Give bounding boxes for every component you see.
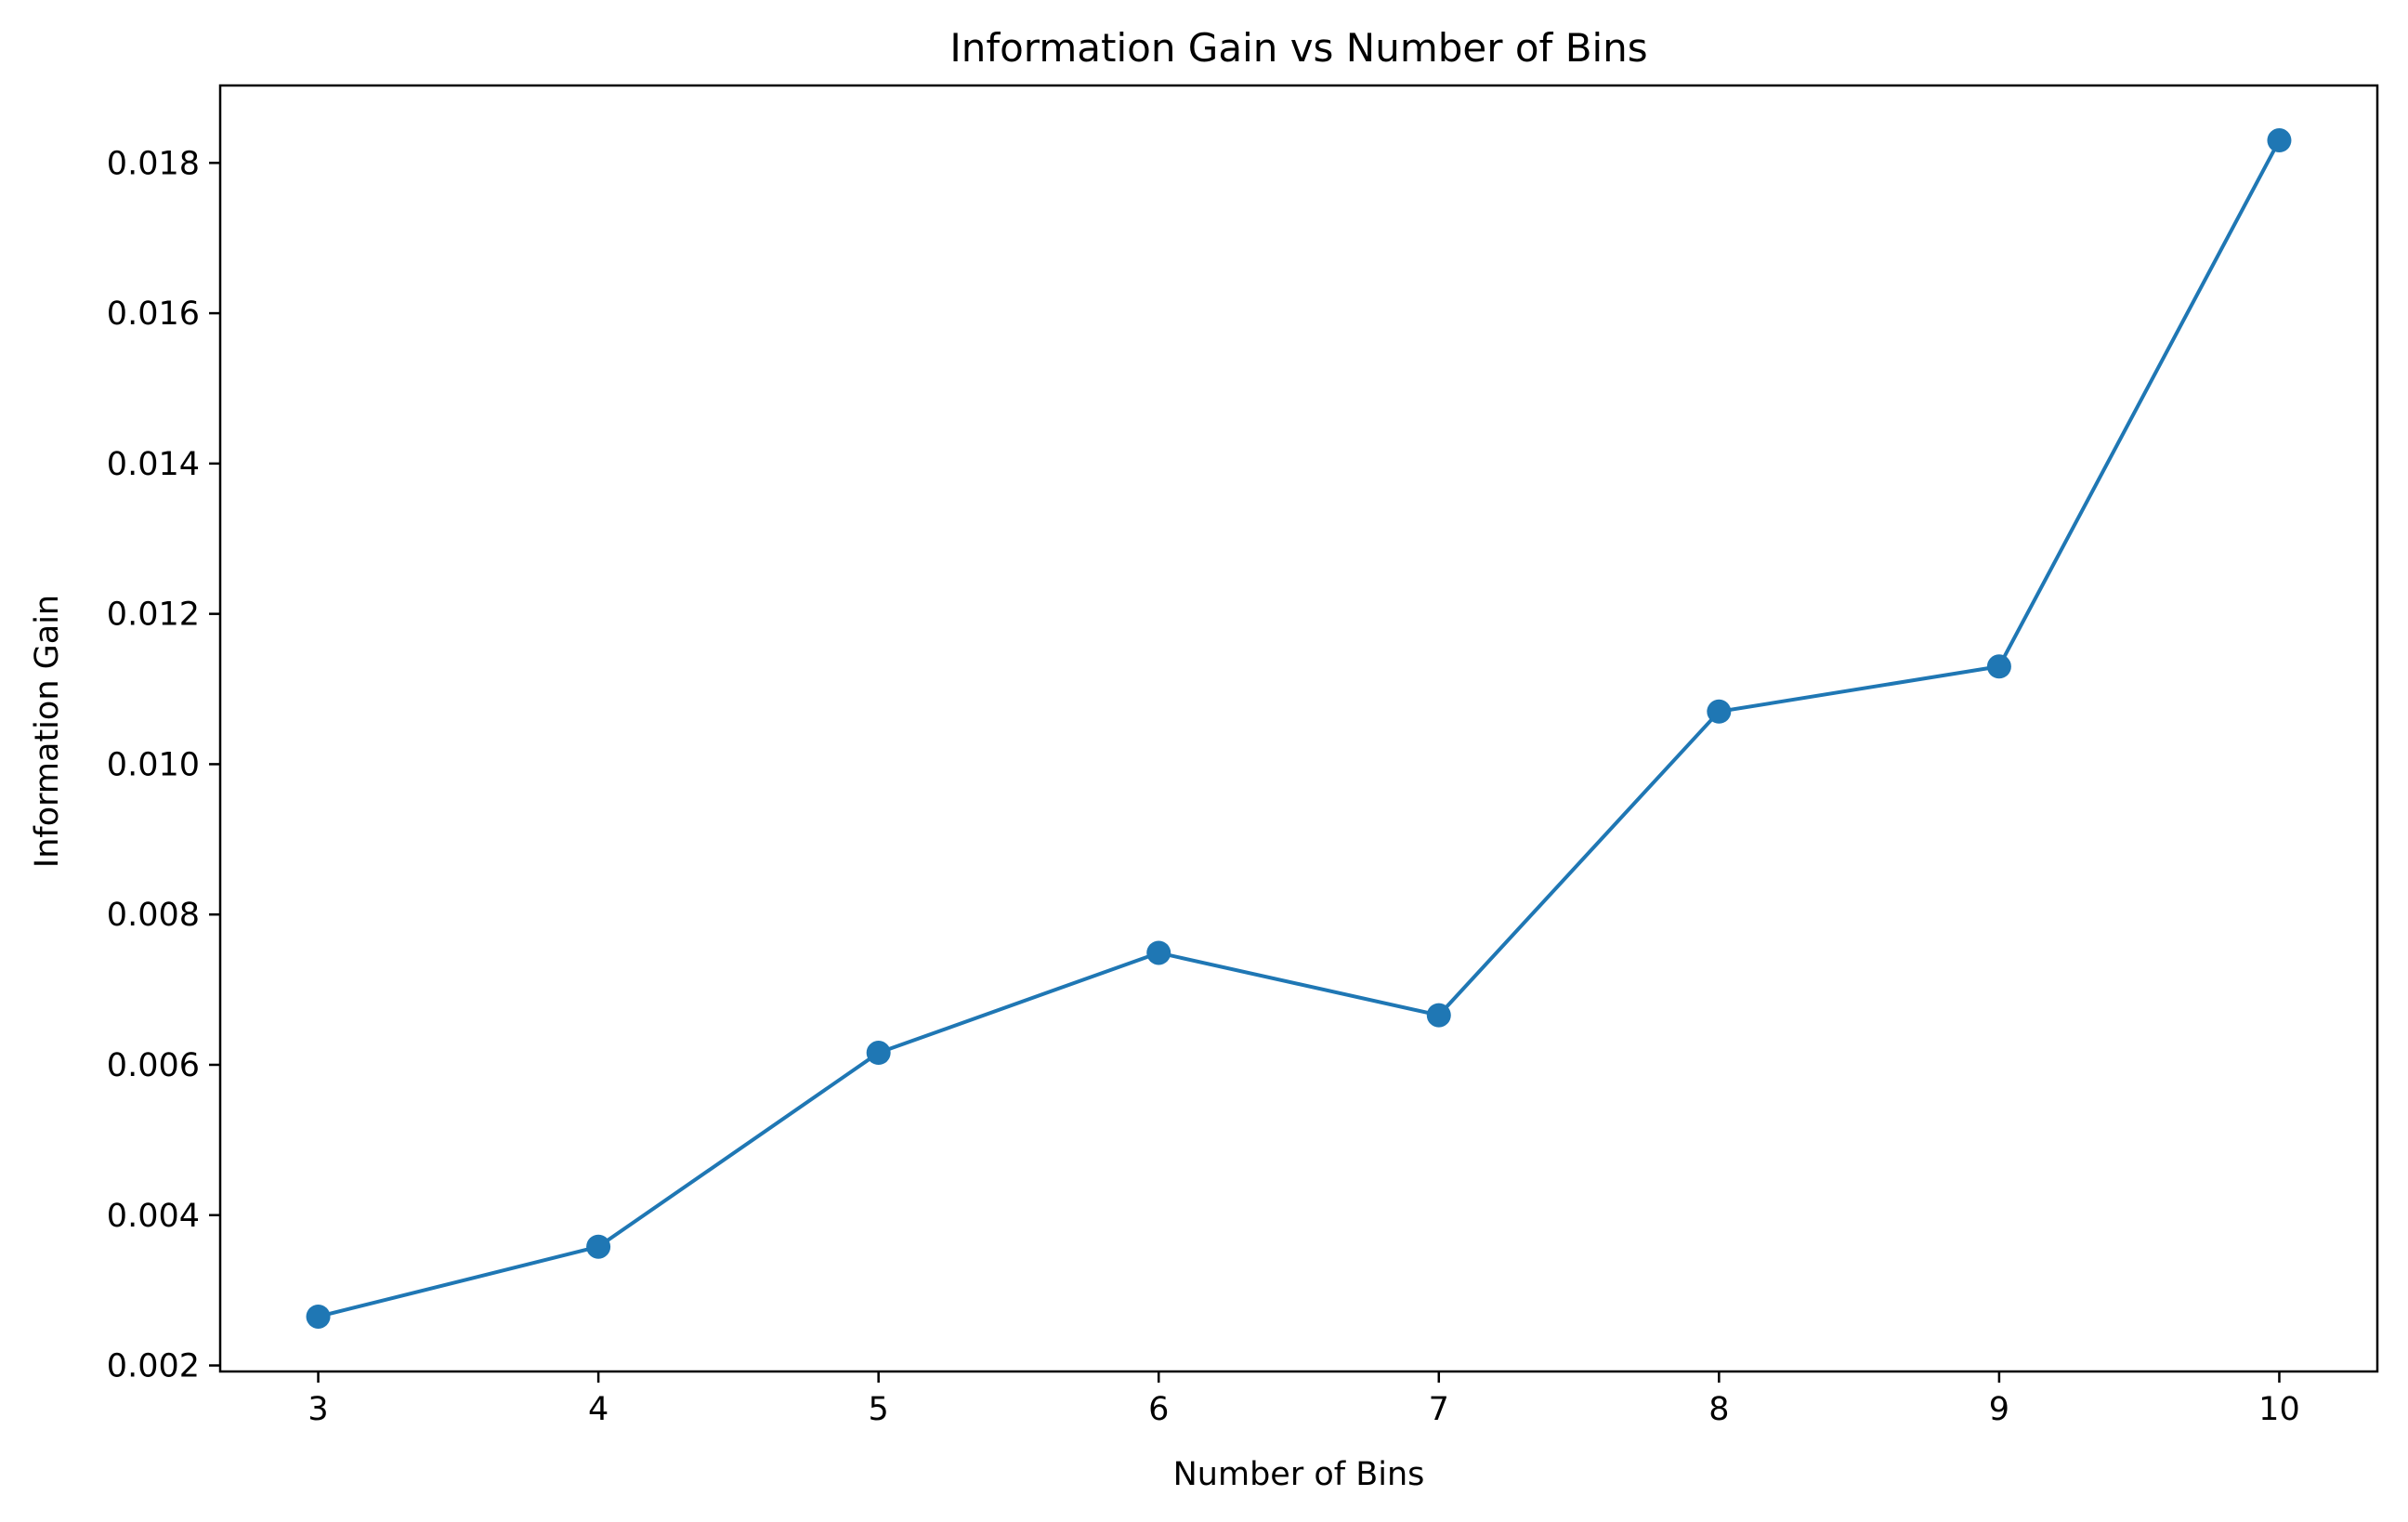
y-axis-label: Information Gain	[29, 595, 66, 868]
data-point	[1707, 699, 1732, 724]
data-point	[866, 1041, 891, 1066]
y-tick-label: 0.012	[107, 597, 200, 634]
x-tick-label: 10	[2258, 1391, 2300, 1428]
y-tick-label: 0.018	[107, 145, 200, 182]
x-tick-label: 5	[869, 1391, 889, 1428]
data-point	[1986, 654, 2011, 679]
x-tick-label: 7	[1429, 1391, 1449, 1428]
y-tick-label: 0.014	[107, 446, 200, 483]
x-axis-label: Number of Bins	[1173, 1456, 1425, 1493]
x-tick-label: 6	[1148, 1391, 1169, 1428]
series-line	[318, 139, 2282, 1319]
x-tick-label: 3	[308, 1391, 328, 1428]
chart-title: Information Gain vs Number of Bins	[949, 25, 1647, 71]
y-tick-label: 0.004	[107, 1198, 200, 1235]
y-tick-label: 0.006	[107, 1047, 200, 1084]
plot-area: 3 4 5 6 7 8 9 10 0.002 0.004 0.006 0.008 0.010 0.012 0…	[107, 84, 2379, 1428]
y-tick-label: 0.010	[107, 746, 200, 783]
y-tick-label: 0.008	[107, 897, 200, 934]
data-point	[586, 1234, 611, 1259]
data-point	[2267, 128, 2292, 153]
x-tick-label: 8	[1708, 1391, 1729, 1428]
plot-frame	[218, 84, 2379, 1373]
x-tick-label: 4	[588, 1391, 609, 1428]
x-tick-label: 9	[1989, 1391, 2009, 1428]
data-point	[306, 1304, 331, 1329]
y-tick-label: 0.002	[107, 1348, 200, 1385]
data-point	[1426, 1003, 1451, 1028]
data-point	[1146, 940, 1171, 965]
y-tick-label: 0.016	[107, 295, 200, 333]
